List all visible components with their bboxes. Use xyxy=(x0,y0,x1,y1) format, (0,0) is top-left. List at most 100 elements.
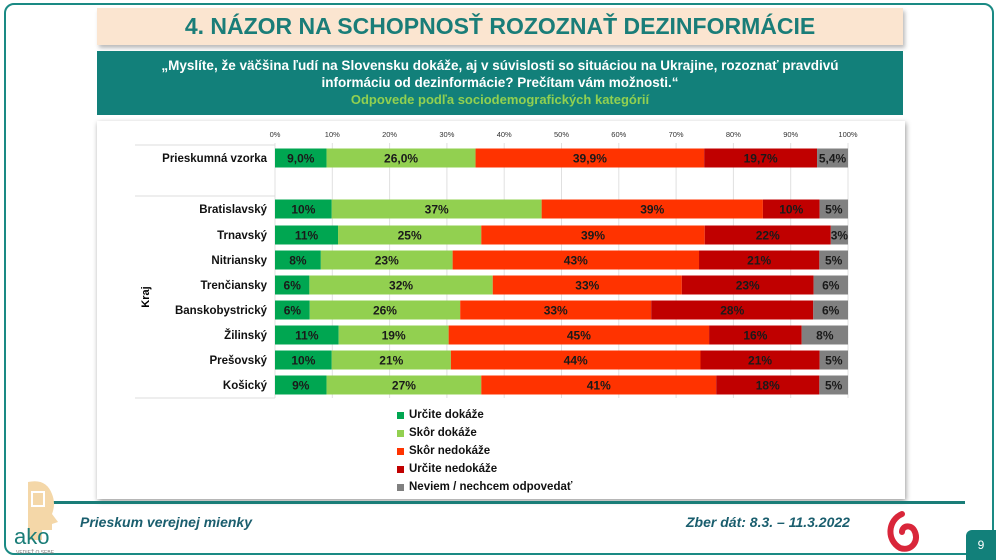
question-text: „Myslíte, že väčšina ľudí na Slovensku d… xyxy=(161,58,839,90)
data-label: 10% xyxy=(291,203,315,217)
bar-segment xyxy=(651,300,814,320)
data-label: 8% xyxy=(816,329,834,343)
data-label: 41% xyxy=(587,379,611,393)
question-box: „Myslíte, že väčšina ľudí na Slovensku d… xyxy=(97,51,903,115)
bar-segment xyxy=(704,225,831,245)
data-label: 21% xyxy=(747,254,771,268)
bar-segment xyxy=(699,250,820,270)
bar-segment xyxy=(819,375,848,395)
bar-segment xyxy=(275,199,332,219)
data-label: 11% xyxy=(295,229,319,243)
bar-segment xyxy=(819,199,848,219)
data-label: 22% xyxy=(756,229,780,243)
data-label: 43% xyxy=(564,254,588,268)
spiral-logo-icon xyxy=(887,511,920,552)
legend-label: Neviem / nechcem odpovedať xyxy=(409,481,573,493)
ako-logo: ako VEDIEŤ O SEBE xyxy=(14,481,58,556)
category-label: Žilinský xyxy=(224,329,267,342)
legend-swatch xyxy=(397,447,404,455)
footer-left: Prieskum verejnej mienky xyxy=(80,514,252,530)
bar-segment xyxy=(338,325,449,345)
bar-segment xyxy=(450,350,701,370)
bar-segment xyxy=(326,148,476,168)
legend-label: Skôr dokáže xyxy=(409,427,477,439)
data-label: 3% xyxy=(831,229,849,243)
data-label: 19,7% xyxy=(744,152,778,166)
bar-segment xyxy=(275,300,310,320)
bar-segment xyxy=(320,250,453,270)
bar-segment xyxy=(331,199,542,219)
bar-segment xyxy=(309,300,461,320)
legend-item: Skôr dokáže xyxy=(397,424,572,442)
data-label: 28% xyxy=(720,304,744,318)
data-label: 37% xyxy=(425,203,449,217)
data-label: 39% xyxy=(640,203,664,217)
data-label: 6% xyxy=(284,304,302,318)
bar-segment xyxy=(275,148,327,168)
category-label: Bratislavský xyxy=(199,204,267,216)
category-label: Nitriansky xyxy=(211,255,267,267)
data-label: 11% xyxy=(295,329,319,343)
legend-item: Určite nedokáže xyxy=(397,460,572,478)
legend-item: Neviem / nechcem odpovedať xyxy=(397,478,572,496)
footer-right: Zber dát: 8.3. – 11.3.2022 xyxy=(686,514,850,530)
subtitle: Odpovede podľa sociodemografických kateg… xyxy=(350,92,650,107)
bar-segment xyxy=(700,350,820,370)
data-label: 5% xyxy=(825,354,843,368)
data-label: 27% xyxy=(392,379,416,393)
slide-frame xyxy=(4,3,994,555)
bar-segment xyxy=(762,199,820,219)
bar-segment xyxy=(813,300,848,320)
x-tick-label: 0% xyxy=(270,130,281,139)
svg-text:ako: ako xyxy=(14,524,49,549)
bar-segment xyxy=(830,225,848,245)
category-label: Prešovský xyxy=(209,355,267,367)
data-label: 6% xyxy=(822,304,840,318)
bar-segment xyxy=(275,275,310,295)
group-label: Kraj xyxy=(140,286,152,307)
category-label: Trnavský xyxy=(217,230,267,242)
data-label: 6% xyxy=(284,279,302,293)
data-label: 10% xyxy=(779,203,803,217)
bar-segment xyxy=(709,325,802,345)
bar-segment xyxy=(716,375,820,395)
x-tick-label: 60% xyxy=(611,130,626,139)
x-tick-label: 50% xyxy=(554,130,569,139)
legend-label: Určite nedokáže xyxy=(409,463,498,475)
bar-segment xyxy=(326,375,482,395)
bar-segment xyxy=(460,300,652,320)
data-label: 21% xyxy=(748,354,772,368)
category-label: Banskobystrický xyxy=(175,305,268,317)
data-label: 39,9% xyxy=(573,152,607,166)
bar-segment xyxy=(481,225,705,245)
category-label: Trenčiansky xyxy=(201,280,268,292)
data-label: 23% xyxy=(736,279,760,293)
data-label: 16% xyxy=(743,329,767,343)
data-label: 9,0% xyxy=(287,152,315,166)
chart-panel: 0% 10% 20% 30% 40% 50% 60% 70% 80% 90% 100% Kraj Pri… xyxy=(97,121,905,499)
legend: Určite dokáže Skôr dokáže Skôr nedokáže Urč… xyxy=(397,406,572,496)
bar-segment xyxy=(681,275,814,295)
data-label: 33% xyxy=(575,279,599,293)
page-number: 9 xyxy=(966,530,996,560)
bar-segment xyxy=(275,350,332,370)
data-label: 5% xyxy=(825,379,843,393)
bar-segment xyxy=(275,225,339,245)
data-label: 25% xyxy=(398,229,422,243)
bar-segment xyxy=(275,250,321,270)
bar-segment xyxy=(338,225,482,245)
data-label: 32% xyxy=(389,279,413,293)
category-label: Prieskumná vzorka xyxy=(162,153,267,165)
logo-tagline: VEDIEŤ O SEBE xyxy=(16,548,55,556)
x-tick-label: 40% xyxy=(497,130,512,139)
bar-segment xyxy=(481,375,717,395)
data-label: 23% xyxy=(375,254,399,268)
data-label: 19% xyxy=(382,329,406,343)
bar-segment xyxy=(541,199,763,219)
data-label: 5% xyxy=(825,203,843,217)
x-tick-label: 70% xyxy=(669,130,684,139)
legend-item: Určite dokáže xyxy=(397,406,572,424)
data-label: 26% xyxy=(373,304,397,318)
data-label: 18% xyxy=(756,379,780,393)
bar-segment xyxy=(801,325,848,345)
